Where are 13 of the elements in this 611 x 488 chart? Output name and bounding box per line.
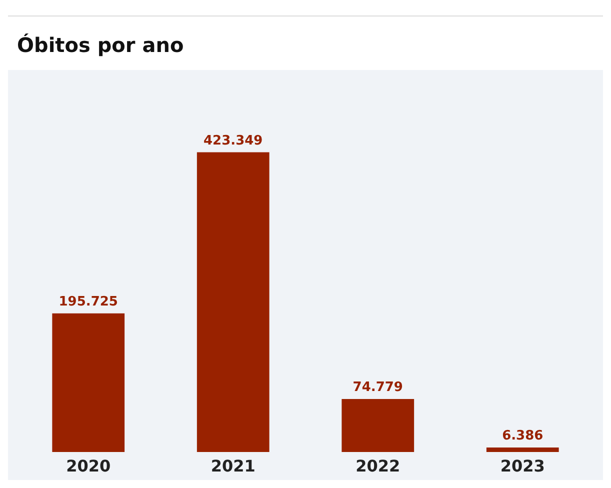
data-label: 423.349	[204, 133, 263, 148]
x-tick-label: 2022	[356, 456, 400, 476]
chart-title: Óbitos por ano	[17, 33, 184, 57]
bar	[486, 447, 559, 452]
x-tick-label: 2023	[500, 456, 545, 476]
data-label: 74.779	[352, 380, 403, 396]
bar	[52, 313, 125, 452]
bar	[196, 152, 270, 452]
bar	[342, 399, 414, 452]
x-tick-label: 2020	[66, 456, 111, 476]
data-label: 6.386	[502, 428, 544, 444]
x-tick-label: 2021	[210, 456, 256, 476]
data-label: 195.725	[58, 294, 118, 310]
